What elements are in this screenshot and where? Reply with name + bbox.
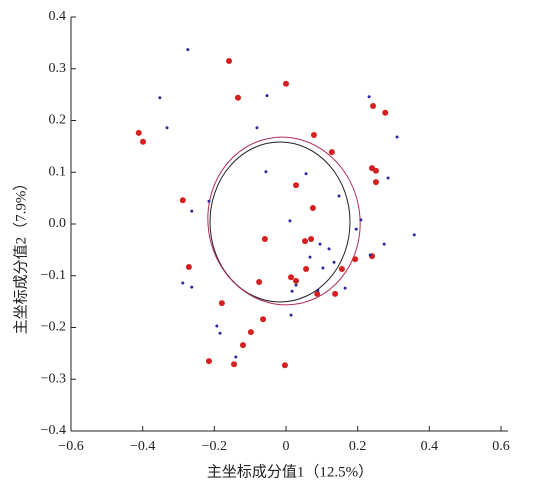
point <box>283 80 289 87</box>
point <box>290 289 294 293</box>
y-tick-label: −0.4 <box>41 423 66 438</box>
point <box>207 199 211 203</box>
point <box>218 300 225 307</box>
point <box>294 283 298 287</box>
point <box>314 290 321 297</box>
point <box>190 285 194 289</box>
y-tick-label: 0.2 <box>49 113 67 128</box>
point <box>395 135 399 139</box>
point <box>135 129 142 136</box>
point <box>231 361 238 368</box>
point <box>304 172 308 176</box>
point <box>205 358 212 365</box>
point <box>264 170 268 174</box>
point <box>316 288 320 292</box>
point <box>215 324 219 328</box>
point <box>181 281 185 285</box>
y-tick-label: −0.1 <box>41 268 66 283</box>
x-tick-label: 0.6 <box>492 439 510 454</box>
x-tick-label: 0 <box>283 439 290 454</box>
y-axis-label: 主坐标成分值2（7.9%） <box>12 176 29 335</box>
point <box>247 329 254 336</box>
point <box>332 290 339 297</box>
point <box>412 233 416 237</box>
point <box>289 313 293 317</box>
point <box>328 149 335 156</box>
point <box>190 209 194 213</box>
point <box>165 126 169 130</box>
point <box>338 266 345 273</box>
y-tick-label: −0.3 <box>41 371 66 386</box>
x-tick-label: −0.2 <box>202 439 227 454</box>
point <box>303 266 310 273</box>
ellipse-black <box>209 141 351 303</box>
point <box>327 247 331 251</box>
point <box>332 260 336 264</box>
y-tick-label: −0.2 <box>41 320 66 335</box>
point <box>343 286 347 290</box>
point <box>226 57 233 64</box>
point <box>240 342 246 349</box>
point <box>158 96 162 100</box>
point <box>140 138 147 145</box>
point <box>310 131 317 138</box>
point <box>288 219 292 223</box>
point <box>260 316 267 323</box>
x-axis-label: 主坐标成分值1（12.5%） <box>207 463 373 480</box>
point <box>234 94 241 101</box>
point <box>308 255 312 259</box>
point <box>179 197 186 204</box>
point <box>308 236 315 243</box>
point <box>367 95 371 99</box>
y-tick-label: 0.4 <box>49 9 67 24</box>
point <box>382 109 389 116</box>
x-tick-label: 0.2 <box>349 439 367 454</box>
x-tick-label: 0.4 <box>421 439 439 454</box>
y-tick-label: 0.1 <box>49 164 67 179</box>
point <box>368 253 372 257</box>
point <box>386 176 390 180</box>
point <box>318 242 322 246</box>
point <box>265 94 269 98</box>
point <box>354 227 358 231</box>
point <box>301 238 308 245</box>
y-tick-label: 0.3 <box>49 61 67 76</box>
point <box>256 278 263 285</box>
ellipse-red <box>207 136 361 306</box>
point <box>261 236 268 243</box>
point <box>293 182 300 189</box>
point <box>372 167 379 174</box>
point <box>372 179 379 186</box>
point <box>234 355 238 359</box>
point <box>382 242 386 246</box>
point <box>255 126 259 130</box>
x-tick-label: −0.6 <box>58 439 83 454</box>
point <box>288 274 295 281</box>
point <box>185 263 192 270</box>
point <box>359 218 363 222</box>
point <box>337 194 341 198</box>
point <box>218 331 222 335</box>
point <box>321 266 325 270</box>
x-tick-label: −0.4 <box>130 439 155 454</box>
point <box>370 103 377 110</box>
point <box>293 277 300 284</box>
y-tick-label: 0.0 <box>49 216 67 231</box>
point <box>352 256 359 263</box>
point <box>309 204 316 211</box>
point <box>186 48 190 52</box>
point <box>281 362 288 369</box>
